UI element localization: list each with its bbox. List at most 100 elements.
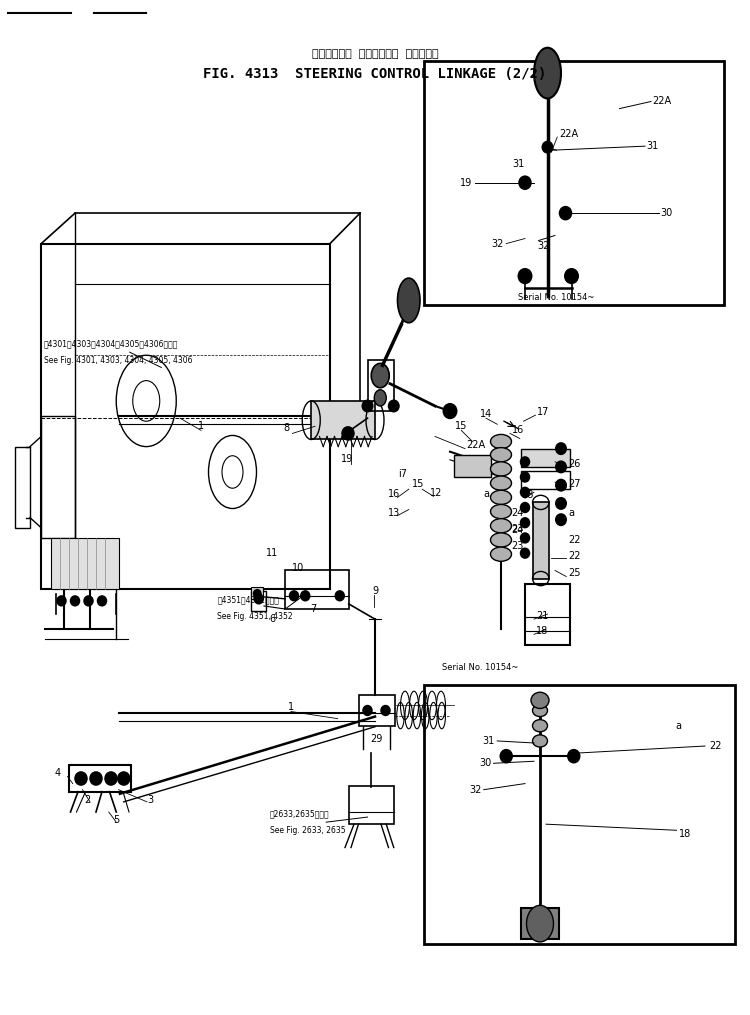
- Ellipse shape: [104, 771, 118, 786]
- Text: 32: 32: [538, 241, 550, 251]
- Ellipse shape: [374, 390, 386, 406]
- Text: 26: 26: [568, 459, 580, 469]
- Ellipse shape: [555, 497, 567, 510]
- Text: ステアリング  コントロール  リンケージ: ステアリング コントロール リンケージ: [312, 49, 438, 59]
- Ellipse shape: [490, 448, 512, 462]
- Text: 12: 12: [430, 488, 442, 498]
- Text: See Fig. 2633, 2635: See Fig. 2633, 2635: [270, 826, 346, 834]
- Ellipse shape: [74, 771, 88, 786]
- Text: 25: 25: [568, 568, 581, 579]
- Text: 21: 21: [536, 611, 548, 621]
- Ellipse shape: [555, 479, 567, 491]
- Ellipse shape: [490, 504, 512, 519]
- Ellipse shape: [555, 514, 567, 526]
- Ellipse shape: [520, 517, 530, 529]
- Bar: [521, 471, 570, 489]
- Ellipse shape: [490, 476, 512, 490]
- Ellipse shape: [555, 461, 567, 473]
- Ellipse shape: [442, 403, 458, 419]
- Ellipse shape: [300, 590, 310, 602]
- Ellipse shape: [490, 434, 512, 449]
- Ellipse shape: [531, 692, 549, 708]
- Ellipse shape: [334, 590, 345, 602]
- Bar: [51, 538, 118, 589]
- Text: 22A: 22A: [652, 96, 672, 107]
- Ellipse shape: [97, 595, 107, 607]
- Text: 3: 3: [147, 795, 153, 805]
- Text: 11: 11: [266, 548, 278, 558]
- Text: 7: 7: [310, 604, 316, 614]
- Bar: [358, 695, 394, 726]
- Bar: [69, 765, 130, 792]
- Ellipse shape: [56, 595, 67, 607]
- Text: Serial No. 10154~: Serial No. 10154~: [442, 664, 519, 672]
- Ellipse shape: [490, 533, 512, 547]
- Text: 16: 16: [388, 489, 400, 499]
- Text: 24: 24: [512, 525, 524, 535]
- Bar: [525, 584, 570, 645]
- Ellipse shape: [555, 443, 567, 455]
- Bar: [424, 61, 724, 304]
- Text: a: a: [568, 508, 574, 518]
- Text: 4: 4: [55, 768, 61, 779]
- Text: 15: 15: [455, 421, 467, 431]
- Ellipse shape: [254, 593, 264, 605]
- Bar: [454, 455, 491, 477]
- Text: 23: 23: [512, 524, 524, 534]
- Text: 29: 29: [370, 734, 382, 744]
- Bar: [521, 449, 570, 467]
- Text: 22A: 22A: [466, 439, 486, 450]
- Ellipse shape: [253, 589, 262, 599]
- Text: 15: 15: [412, 479, 424, 489]
- Ellipse shape: [490, 462, 512, 476]
- Ellipse shape: [117, 771, 130, 786]
- Ellipse shape: [341, 426, 355, 441]
- Ellipse shape: [526, 905, 554, 942]
- Text: 2: 2: [84, 795, 90, 805]
- Ellipse shape: [564, 268, 579, 284]
- Text: 17: 17: [537, 407, 549, 417]
- Text: 第4351、4352図参照: 第4351、4352図参照: [217, 596, 279, 604]
- Text: See Fig. 4301, 4303, 4304, 4305, 4306: See Fig. 4301, 4303, 4304, 4305, 4306: [44, 356, 192, 364]
- Text: 22: 22: [568, 551, 581, 561]
- Text: i7: i7: [398, 469, 407, 479]
- Ellipse shape: [532, 735, 548, 747]
- Ellipse shape: [362, 400, 374, 412]
- Ellipse shape: [520, 547, 530, 559]
- Ellipse shape: [559, 206, 572, 220]
- Text: 30: 30: [660, 208, 672, 218]
- Bar: [349, 786, 394, 824]
- Bar: [521, 908, 559, 939]
- Text: 13: 13: [388, 508, 400, 518]
- Text: 32: 32: [492, 239, 504, 249]
- Ellipse shape: [83, 595, 94, 607]
- Text: FIG. 4313  STEERING CONTROL LINKAGE (2/2): FIG. 4313 STEERING CONTROL LINKAGE (2/2): [203, 67, 547, 81]
- Text: 32: 32: [470, 785, 482, 795]
- Bar: [251, 587, 262, 599]
- Bar: [251, 591, 266, 611]
- Ellipse shape: [520, 532, 530, 544]
- Text: 30: 30: [479, 758, 491, 768]
- Ellipse shape: [532, 704, 548, 717]
- Text: 19: 19: [341, 454, 353, 464]
- Text: 9: 9: [372, 586, 378, 596]
- Ellipse shape: [534, 48, 561, 98]
- Text: 1: 1: [288, 702, 294, 713]
- Text: 18: 18: [679, 829, 691, 839]
- Text: 28: 28: [521, 490, 533, 500]
- Bar: [368, 360, 394, 411]
- Ellipse shape: [490, 490, 512, 504]
- Text: 14: 14: [480, 409, 492, 419]
- Ellipse shape: [520, 486, 530, 498]
- Text: 10: 10: [292, 563, 304, 573]
- Ellipse shape: [388, 400, 400, 412]
- Ellipse shape: [520, 471, 530, 483]
- Ellipse shape: [490, 519, 512, 533]
- Ellipse shape: [70, 595, 80, 607]
- Ellipse shape: [380, 704, 391, 717]
- Text: 8: 8: [284, 423, 290, 433]
- Text: 6: 6: [269, 614, 275, 624]
- Bar: [41, 416, 75, 538]
- Text: a: a: [483, 489, 489, 499]
- Bar: [285, 570, 349, 609]
